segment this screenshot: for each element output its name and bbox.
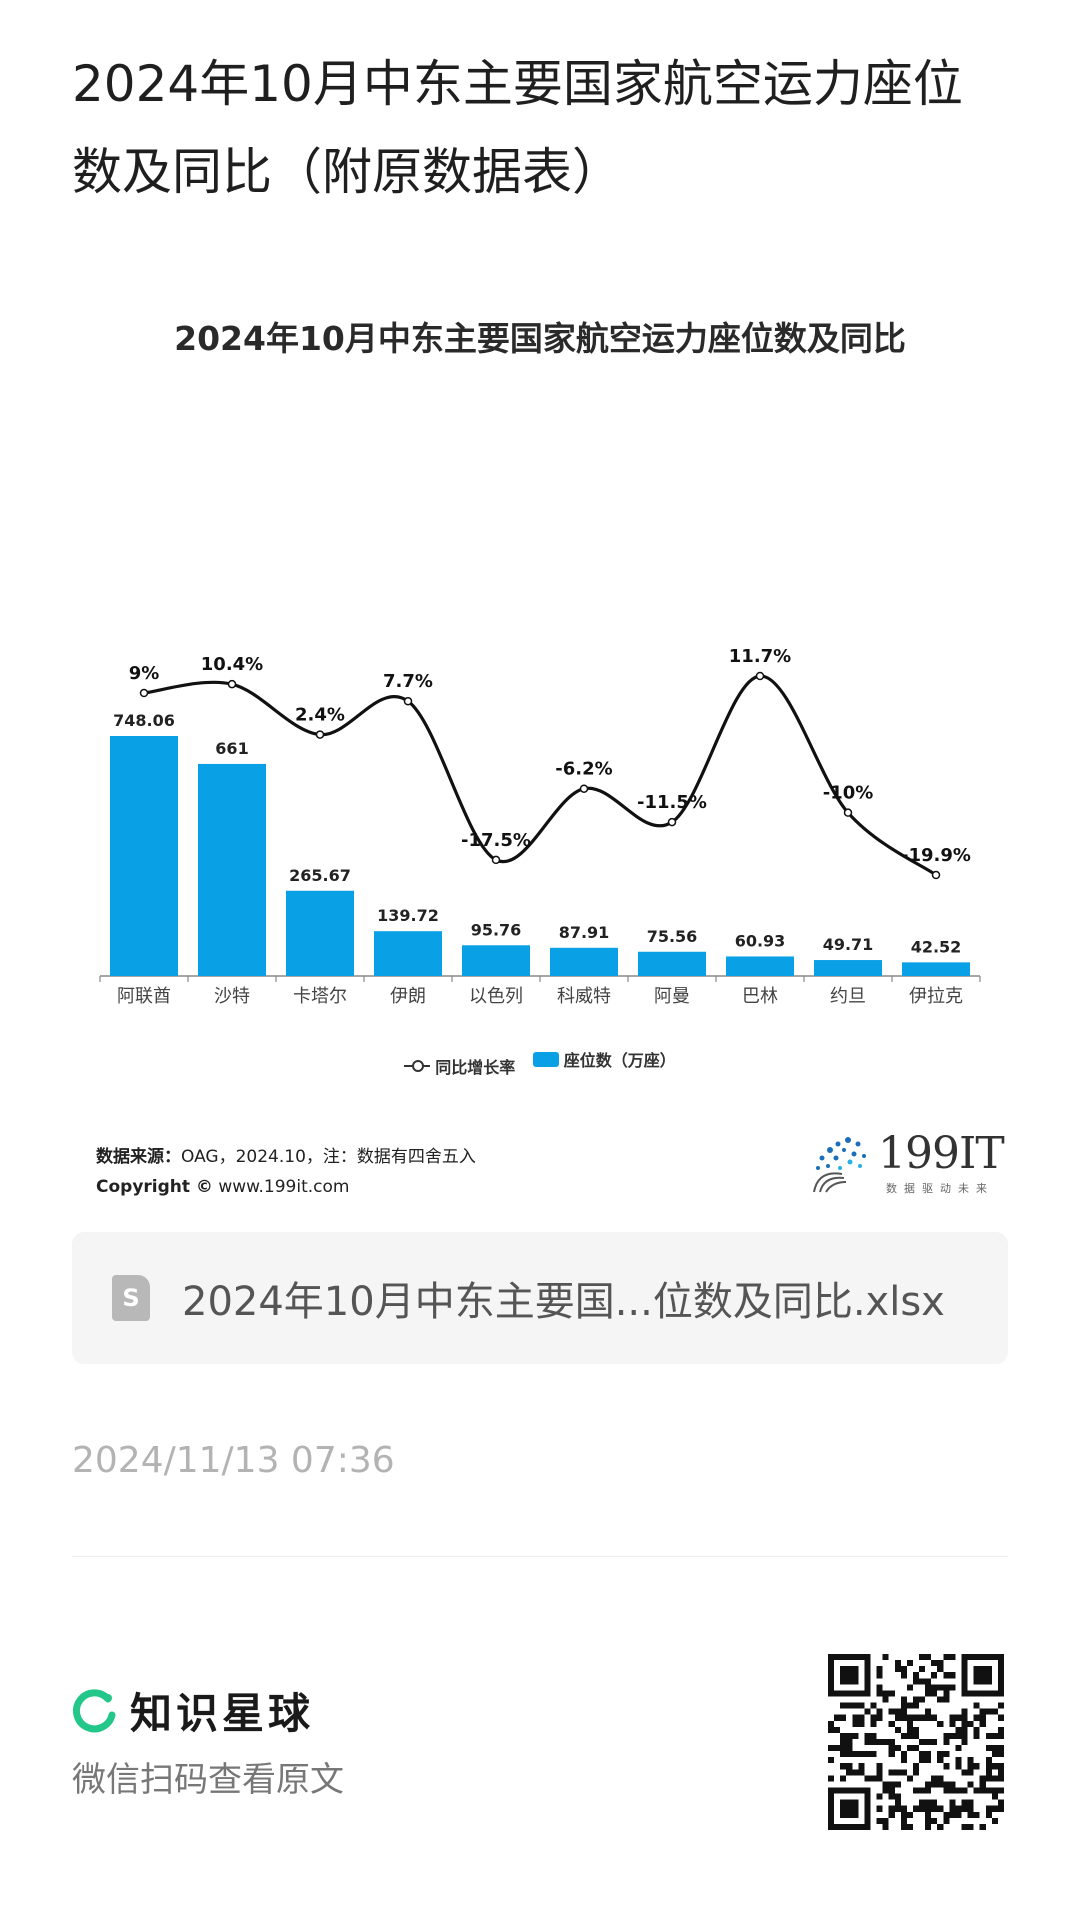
file-icon-letter: S bbox=[122, 1284, 140, 1312]
line-value-label: -6.2% bbox=[555, 759, 612, 780]
legend-bar-entry: 座位数（万座） bbox=[532, 1047, 676, 1071]
line-value-label: -17.5% bbox=[461, 830, 531, 851]
line-value-label: 10.4% bbox=[201, 654, 263, 675]
data-source: 数据来源：OAG，2024.10，注：数据有四舍五入 Copyright © w… bbox=[96, 1142, 476, 1202]
line-point bbox=[403, 696, 413, 706]
bar-value-label: 265.67 bbox=[289, 866, 351, 885]
x-tick-label: 阿联酋 bbox=[117, 986, 171, 1007]
planet-name: 知识星球 bbox=[130, 1689, 315, 1738]
line-point bbox=[843, 808, 853, 817]
bar bbox=[902, 962, 970, 976]
source-label: 数据来源： bbox=[96, 1147, 181, 1167]
bar-swatch-icon bbox=[532, 1051, 559, 1067]
combo-chart: 748.06 阿联酋 661 沙特 265.67 卡塔尔 139.72 伊朗 95.76 以色列 8… bbox=[99, 646, 981, 1007]
planet-ring-icon bbox=[73, 1688, 116, 1732]
scan-hint: 微信扫码查看原文 bbox=[72, 1760, 344, 1800]
x-tick-label: 约旦 bbox=[830, 986, 866, 1007]
dots-fan-icon bbox=[813, 1137, 866, 1193]
line-value-label: 2.4% bbox=[295, 705, 345, 726]
bar-value-label: 49.71 bbox=[823, 935, 874, 954]
x-tick-label: 卡塔尔 bbox=[293, 986, 347, 1007]
line-point bbox=[139, 688, 149, 698]
line-point bbox=[315, 730, 325, 739]
bar bbox=[814, 960, 882, 976]
qr-code-icon[interactable] bbox=[828, 1654, 1004, 1830]
brand-name: 199IT bbox=[878, 1128, 1005, 1179]
source-text: OAG，2024.10，注：数据有四舍五入 bbox=[181, 1147, 476, 1167]
bar bbox=[638, 951, 706, 976]
bar-value-label: 748.06 bbox=[113, 711, 175, 730]
attachment-file-card[interactable]: S 2024年10月中东主要国...位数及同比.xlsx bbox=[72, 1232, 1008, 1364]
x-tick-label: 伊拉克 bbox=[909, 986, 963, 1007]
bar-value-label: 75.56 bbox=[647, 927, 698, 946]
bar bbox=[726, 956, 794, 976]
bar bbox=[462, 945, 530, 976]
line-value-label: -19.9% bbox=[901, 845, 971, 866]
line-point bbox=[755, 671, 765, 681]
spreadsheet-file-icon: S bbox=[112, 1275, 150, 1321]
line-value-label: -10% bbox=[823, 783, 874, 804]
legend-line-label: 同比增长率 bbox=[435, 1057, 516, 1077]
bar-value-label: 661 bbox=[215, 739, 248, 758]
zsxq-logo: 知识星球 bbox=[72, 1680, 314, 1741]
x-tick-label: 伊朗 bbox=[390, 986, 426, 1007]
brand-logo: 199IT 数据驱动未来 bbox=[808, 1128, 1008, 1198]
post-title: 2024年10月中东主要国家航空运力座位数及同比（附原数据表） bbox=[72, 55, 963, 201]
chart-card: 2024年10月中东主要国家航空运力座位数及同比 748.06 阿联酋 661 沙特 2… bbox=[72, 290, 1008, 1210]
line-point bbox=[227, 679, 237, 689]
bar bbox=[198, 763, 266, 976]
line-marker-icon bbox=[404, 1059, 431, 1072]
line-value-label: 7.7% bbox=[383, 671, 433, 692]
x-tick-label: 科威特 bbox=[557, 986, 611, 1007]
chart-title: 2024年10月中东主要国家航空运力座位数及同比 bbox=[174, 319, 906, 358]
bar-value-label: 42.52 bbox=[911, 937, 962, 956]
line-point bbox=[931, 870, 941, 880]
chart-legend: 同比增长率 座位数（万座） bbox=[72, 1047, 1008, 1078]
legend-bar-label: 座位数（万座） bbox=[563, 1051, 676, 1070]
line-point bbox=[491, 855, 501, 865]
bar-value-label: 139.72 bbox=[377, 906, 439, 925]
line-point bbox=[667, 817, 677, 827]
qr-modules bbox=[828, 1654, 1004, 1830]
bar-value-label: 95.76 bbox=[471, 920, 522, 939]
x-tick-label: 沙特 bbox=[214, 986, 250, 1007]
divider bbox=[72, 1556, 1008, 1557]
bar-value-label: 60.93 bbox=[735, 931, 786, 950]
copyright-label: Copyright © bbox=[96, 1177, 213, 1197]
growth-rate-line bbox=[143, 674, 937, 877]
bar-value-label: 87.91 bbox=[559, 923, 610, 942]
line-value-label: -11.5% bbox=[637, 792, 707, 813]
x-tick-label: 以色列 bbox=[469, 986, 523, 1007]
brand-slogan: 数据驱动未来 bbox=[886, 1182, 994, 1195]
attachment-file-name[interactable]: 2024年10月中东主要国...位数及同比.xlsx bbox=[182, 1279, 945, 1325]
line-point bbox=[579, 784, 589, 793]
x-tick-label: 阿曼 bbox=[654, 986, 690, 1007]
bar bbox=[286, 890, 354, 976]
x-tick-label: 巴林 bbox=[742, 986, 778, 1007]
copyright-site: www.199it.com bbox=[218, 1177, 350, 1197]
post-timestamp: 2024/11/13 07:36 bbox=[72, 1440, 395, 1481]
line-value-label: 11.7% bbox=[729, 646, 791, 667]
legend-line-entry: 同比增长率 bbox=[404, 1054, 515, 1078]
line-value-label: 9% bbox=[129, 663, 160, 684]
bar bbox=[550, 947, 618, 976]
bar bbox=[110, 736, 178, 976]
bar bbox=[374, 931, 442, 976]
